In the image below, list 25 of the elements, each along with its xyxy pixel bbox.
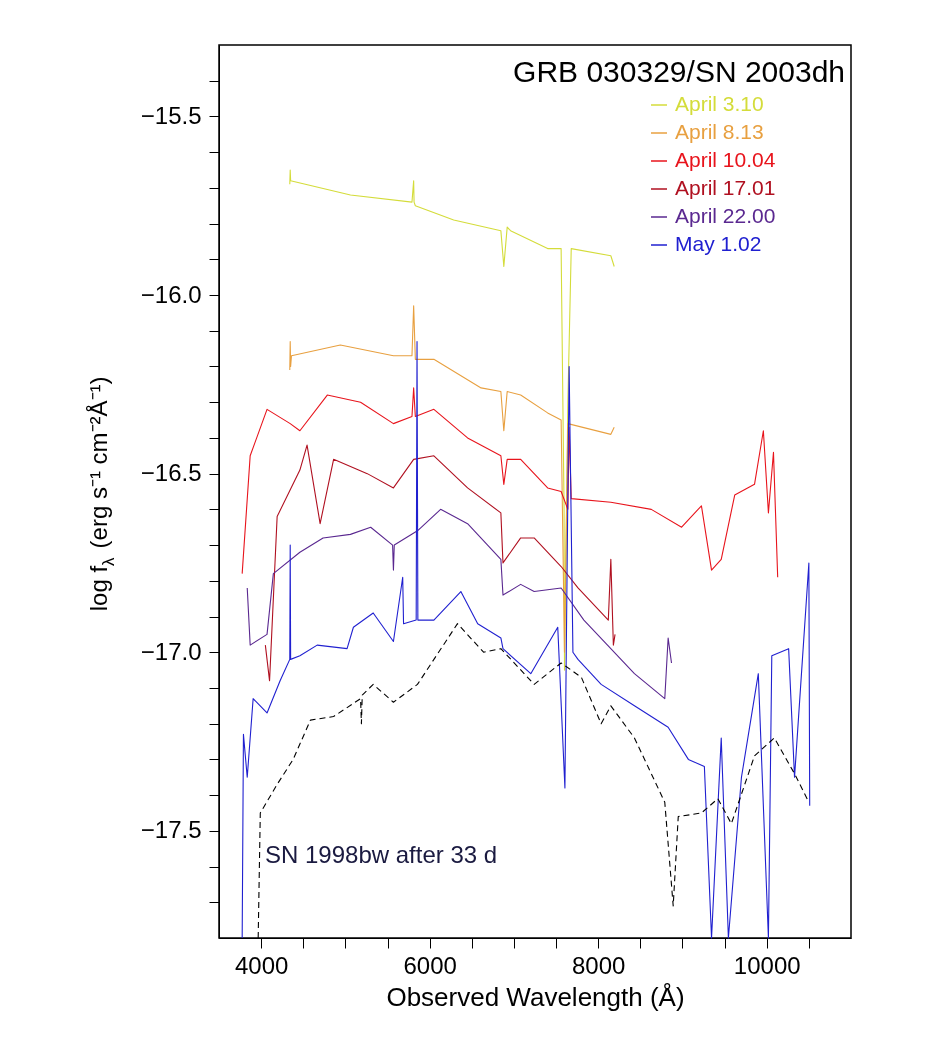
line-series (289, 305, 615, 653)
x-axis-title: Observed Wavelength (Å) (386, 981, 685, 1012)
y-axis-title: log fλ (erg s⁻¹ cm⁻²Å⁻¹) (85, 376, 118, 612)
line-series (241, 387, 779, 578)
y-tick-label: −16.0 (140, 280, 202, 308)
x-tick-label: 4000 (234, 951, 289, 979)
line-series (289, 169, 615, 671)
y-tick-label: −15.5 (140, 101, 202, 129)
legend-label: May 1.02 (675, 232, 762, 255)
legend-label: April 17.01 (675, 176, 776, 199)
y-tick-label: −16.5 (140, 459, 202, 487)
legend-label: April 3.10 (675, 92, 764, 115)
line-series (246, 508, 673, 700)
y-tick-label: −17.0 (140, 637, 202, 665)
line-series (241, 340, 811, 939)
x-tick-label: 10000 (733, 951, 801, 979)
series-label: SN 1998bw after 33 d (265, 841, 498, 868)
y-tick-label: −17.5 (140, 816, 202, 844)
chart-title: GRB 030329/SN 2003dh (513, 55, 845, 88)
x-tick-label: 6000 (403, 951, 457, 979)
line-series (264, 444, 616, 682)
legend-label: April 22.00 (675, 204, 776, 227)
x-tick-label: 8000 (572, 951, 626, 979)
legend-label: April 10.04 (675, 148, 776, 171)
legend-label: April 8.13 (675, 120, 764, 143)
